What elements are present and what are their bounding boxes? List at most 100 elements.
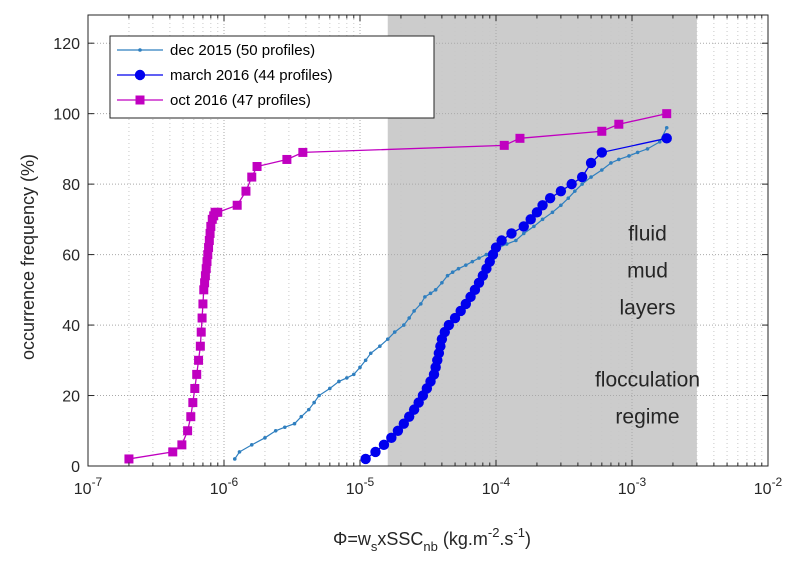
data-point [576,171,588,183]
data-point [514,238,518,243]
data-point [443,319,455,331]
x-tick-label: 10-2 [754,475,783,498]
legend-label: march 2016 (44 profiles) [170,67,333,84]
data-point [580,182,584,186]
data-point [428,291,433,296]
x-axis-title: Φ=wsxSSCnb (kg.m-2.s-1) [333,525,531,554]
data-point [252,162,262,172]
data-point [544,193,556,204]
data-point [198,299,208,309]
data-point [518,221,529,232]
data-point [306,407,311,412]
data-point [506,228,517,239]
data-point [200,271,210,281]
data-point [456,266,461,271]
data-point [484,252,489,257]
data-point [312,400,316,405]
x-tick-label: 10-7 [74,475,103,498]
legend-label: dec 2015 (50 profiles) [170,42,315,59]
series-3 [124,109,672,464]
data-point [600,168,604,172]
data-point [433,288,438,292]
annotation-text: flocculation [595,369,700,392]
data-point [188,398,198,408]
data-point [199,285,209,295]
data-point [197,313,207,323]
annotation-text: layers [619,296,675,319]
data-point [232,457,237,461]
data-point [298,147,308,157]
data-point [449,312,461,324]
data-point [477,256,481,260]
data-point [392,425,404,436]
y-tick-label: 100 [53,107,80,124]
data-point [566,196,571,201]
legend-marker [138,48,142,52]
data-point [515,133,525,143]
data-point [282,154,292,164]
x-tick-label: 10-5 [346,475,375,498]
data-point [661,133,672,144]
data-point [177,440,187,450]
data-point [645,147,650,151]
data-point [407,316,411,320]
data-point [597,126,607,136]
data-point [370,446,381,458]
data-point [204,236,214,245]
data-point [617,157,621,162]
data-point [206,221,216,231]
data-point [386,432,397,444]
annotation-text: regime [615,406,679,429]
data-point [402,323,406,327]
data-point [559,203,563,208]
data-point [202,257,212,267]
data-point [203,250,213,260]
y-tick-label: 120 [53,36,80,53]
legend-marker [134,69,146,81]
data-point [635,150,640,155]
data-point [499,140,509,150]
data-point [440,280,444,285]
x-tick-label: 10-4 [482,475,511,498]
data-point [368,351,373,356]
data-point [445,273,450,278]
data-point [196,327,206,337]
legend-label: oct 2016 (47 profiles) [170,92,311,109]
data-point [195,341,205,351]
data-point [358,365,362,370]
data-point [470,259,475,264]
data-point [337,379,341,384]
data-point [378,439,390,451]
data-point [237,450,242,454]
shaded-regime [387,15,697,466]
data-point [249,443,254,447]
data-point [273,428,278,433]
legend: dec 2015 (50 profiles) march 2016 (44 pro… [109,35,435,119]
data-point [317,393,321,398]
y-tick-label: 80 [62,177,80,194]
data-point [292,421,297,426]
data-point [566,178,577,190]
data-point [360,453,371,465]
data-point [585,157,597,169]
data-point [521,231,526,236]
data-point [363,358,368,363]
data-point [525,214,536,225]
y-tick-label: 60 [62,248,80,265]
data-point [283,425,287,430]
data-point [532,224,536,229]
x-tick-label: 10-3 [618,475,647,498]
data-point [573,189,577,193]
data-point [213,207,223,217]
data-point [385,337,390,341]
y-axis-title: occurrence frequency (%) [18,154,38,360]
data-point [247,172,257,182]
data-point [540,217,545,222]
data-point [614,119,624,129]
data-point [190,383,200,393]
data-point [204,243,214,253]
data-point [201,264,211,274]
data-point [496,235,507,246]
data-point [392,330,397,334]
